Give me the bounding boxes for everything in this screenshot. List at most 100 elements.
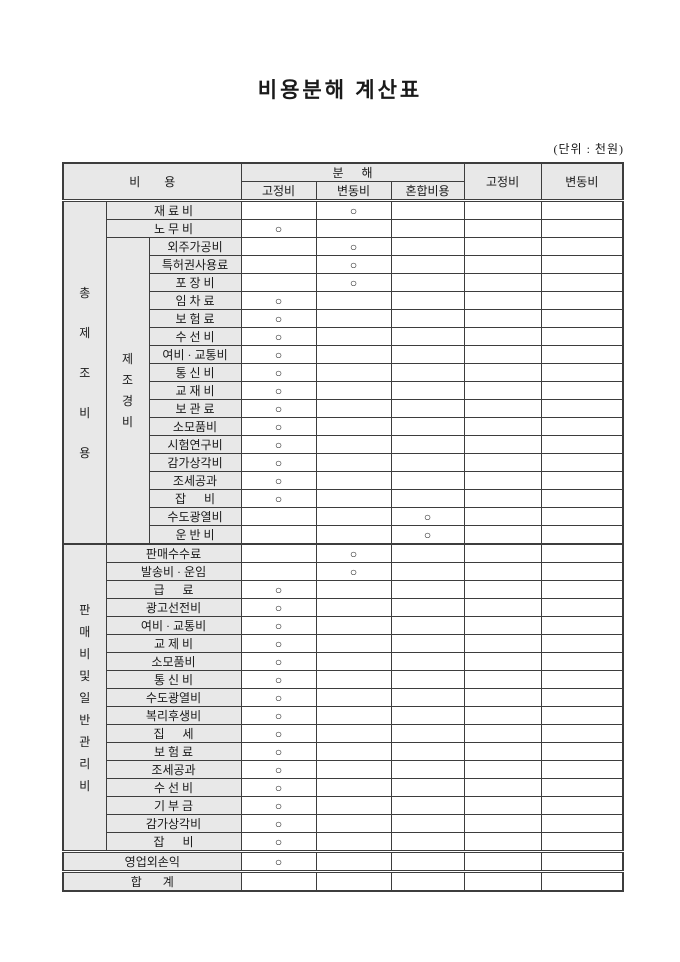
- mark-cell-fixed: ○: [240, 345, 317, 364]
- amount-cell-fixed: [463, 255, 542, 274]
- mark-cell-variable: [315, 598, 392, 617]
- amount-cell-fixed: [463, 345, 542, 364]
- mark-cell-variable: [315, 814, 392, 833]
- amount-cell-variable: [540, 724, 624, 743]
- header-cost: 비 용: [62, 162, 242, 201]
- amount-cell-variable: [540, 652, 624, 671]
- amount-cell-fixed: [463, 580, 542, 599]
- table-row: 포 장 비 ○: [63, 273, 624, 292]
- amount-cell-variable: [540, 507, 624, 526]
- mark-cell-variable: [315, 796, 392, 815]
- table-row: 영업외손익 ○: [62, 850, 624, 872]
- mark-cell-fixed: [240, 255, 317, 274]
- amount-cell-variable: [540, 327, 624, 346]
- table-row: 감가상각비 ○: [63, 453, 624, 472]
- table-row: 수도광열비 ○: [63, 688, 624, 707]
- amount-cell-fixed: [463, 219, 542, 238]
- amount-cell-fixed: [463, 724, 542, 743]
- table-row: 보 험 료 ○: [63, 742, 624, 761]
- amount-cell-variable: [540, 291, 624, 310]
- row-label-cell: 통 신 비: [148, 363, 242, 382]
- amount-cell-variable: [540, 742, 624, 761]
- mark-cell-fixed: ○: [240, 796, 317, 815]
- mark-cell-mixed: [390, 363, 465, 382]
- amount-cell-fixed: [463, 616, 542, 635]
- table-row: 수 선 비 ○: [63, 778, 624, 797]
- group-label-char: 조: [79, 365, 91, 380]
- amount-cell-fixed: [463, 273, 542, 292]
- mark-cell-variable: [315, 309, 392, 328]
- amount-cell-variable: [540, 363, 624, 382]
- amount-cell-variable: [540, 199, 624, 220]
- mark-cell-fixed: ○: [240, 417, 317, 436]
- header-decomposition: 분 해: [240, 162, 465, 182]
- mark-cell-variable: [315, 489, 392, 508]
- row-label-cell: 임 차 료: [148, 291, 242, 310]
- row-label-cell: 외주가공비: [148, 237, 242, 256]
- page-title: 비용분해 계산표: [257, 78, 423, 102]
- mark-cell-mixed: [390, 255, 465, 274]
- row-label-cell: 소모품비: [148, 417, 242, 436]
- amount-cell-variable: [540, 598, 624, 617]
- mark-cell-variable: [315, 742, 392, 761]
- amount-cell-variable: [540, 435, 624, 454]
- row-label-cell: 교 재 비: [148, 381, 242, 400]
- group-label-char: 조: [121, 373, 134, 387]
- header-mixed: 혼합비용: [390, 181, 465, 201]
- row-label-cell: 조세공과: [148, 471, 242, 490]
- row-label-cell: 판매수수료: [105, 543, 242, 563]
- mark-cell-fixed: ○: [240, 814, 317, 833]
- mark-cell-mixed: [390, 706, 465, 725]
- mark-cell-mixed: [390, 850, 465, 872]
- amount-cell-fixed: [463, 562, 542, 581]
- mark-cell-variable: [315, 760, 392, 779]
- amount-cell-variable: [540, 489, 624, 508]
- table-header: 비 용 분 해 고정비 변동비 고정비 변동비 혼합비용: [62, 162, 624, 201]
- amount-cell-fixed: [463, 237, 542, 256]
- mark-cell-variable: ○: [315, 543, 392, 563]
- mark-cell-variable: [315, 453, 392, 472]
- mark-cell-mixed: [390, 291, 465, 310]
- mark-cell-mixed: [390, 327, 465, 346]
- row-label-cell: 기 부 금: [105, 796, 242, 815]
- row-label-cell: 통 신 비: [105, 670, 242, 689]
- header-row-2: 고정비 변동비 혼합비용: [63, 181, 623, 201]
- mark-cell-fixed: ○: [240, 580, 317, 599]
- amount-cell-fixed: [463, 399, 542, 418]
- row-label-cell: 조세공과: [105, 760, 242, 779]
- amount-cell-variable: [540, 562, 624, 581]
- mark-cell-fixed: ○: [240, 688, 317, 707]
- mark-cell-mixed: [390, 562, 465, 581]
- amount-cell-variable: [540, 688, 624, 707]
- mark-cell-variable: [315, 417, 392, 436]
- group-label-char: 리: [79, 756, 91, 771]
- mark-cell-mixed: [390, 724, 465, 743]
- group-label-char: 용: [79, 445, 91, 460]
- amount-cell-variable: [540, 616, 624, 635]
- amount-cell-fixed: [463, 814, 542, 833]
- amount-cell-variable: [540, 453, 624, 472]
- amount-cell-variable: [540, 273, 624, 292]
- mark-cell-variable: ○: [315, 199, 392, 220]
- amount-cell-variable: [540, 706, 624, 725]
- row-label-cell: 재 료 비: [105, 199, 242, 220]
- mark-cell-variable: [315, 381, 392, 400]
- mark-cell-fixed: ○: [240, 706, 317, 725]
- mark-cell-variable: [315, 399, 392, 418]
- amount-cell-fixed: [463, 850, 542, 872]
- row-label-cell: 교 제 비: [105, 634, 242, 653]
- amount-cell-variable: [540, 796, 624, 815]
- group-label-char: 총: [79, 285, 91, 300]
- row-label-cell: 잡 비: [105, 832, 242, 852]
- group-label-char: 경: [121, 394, 134, 408]
- amount-cell-fixed: [463, 525, 542, 545]
- mark-cell-mixed: ○: [390, 525, 465, 545]
- mark-cell-variable: [315, 688, 392, 707]
- mark-cell-fixed: [240, 525, 317, 545]
- group-label-char: 비: [79, 778, 91, 793]
- group-label-char: 일: [79, 690, 91, 705]
- amount-cell-fixed: [463, 309, 542, 328]
